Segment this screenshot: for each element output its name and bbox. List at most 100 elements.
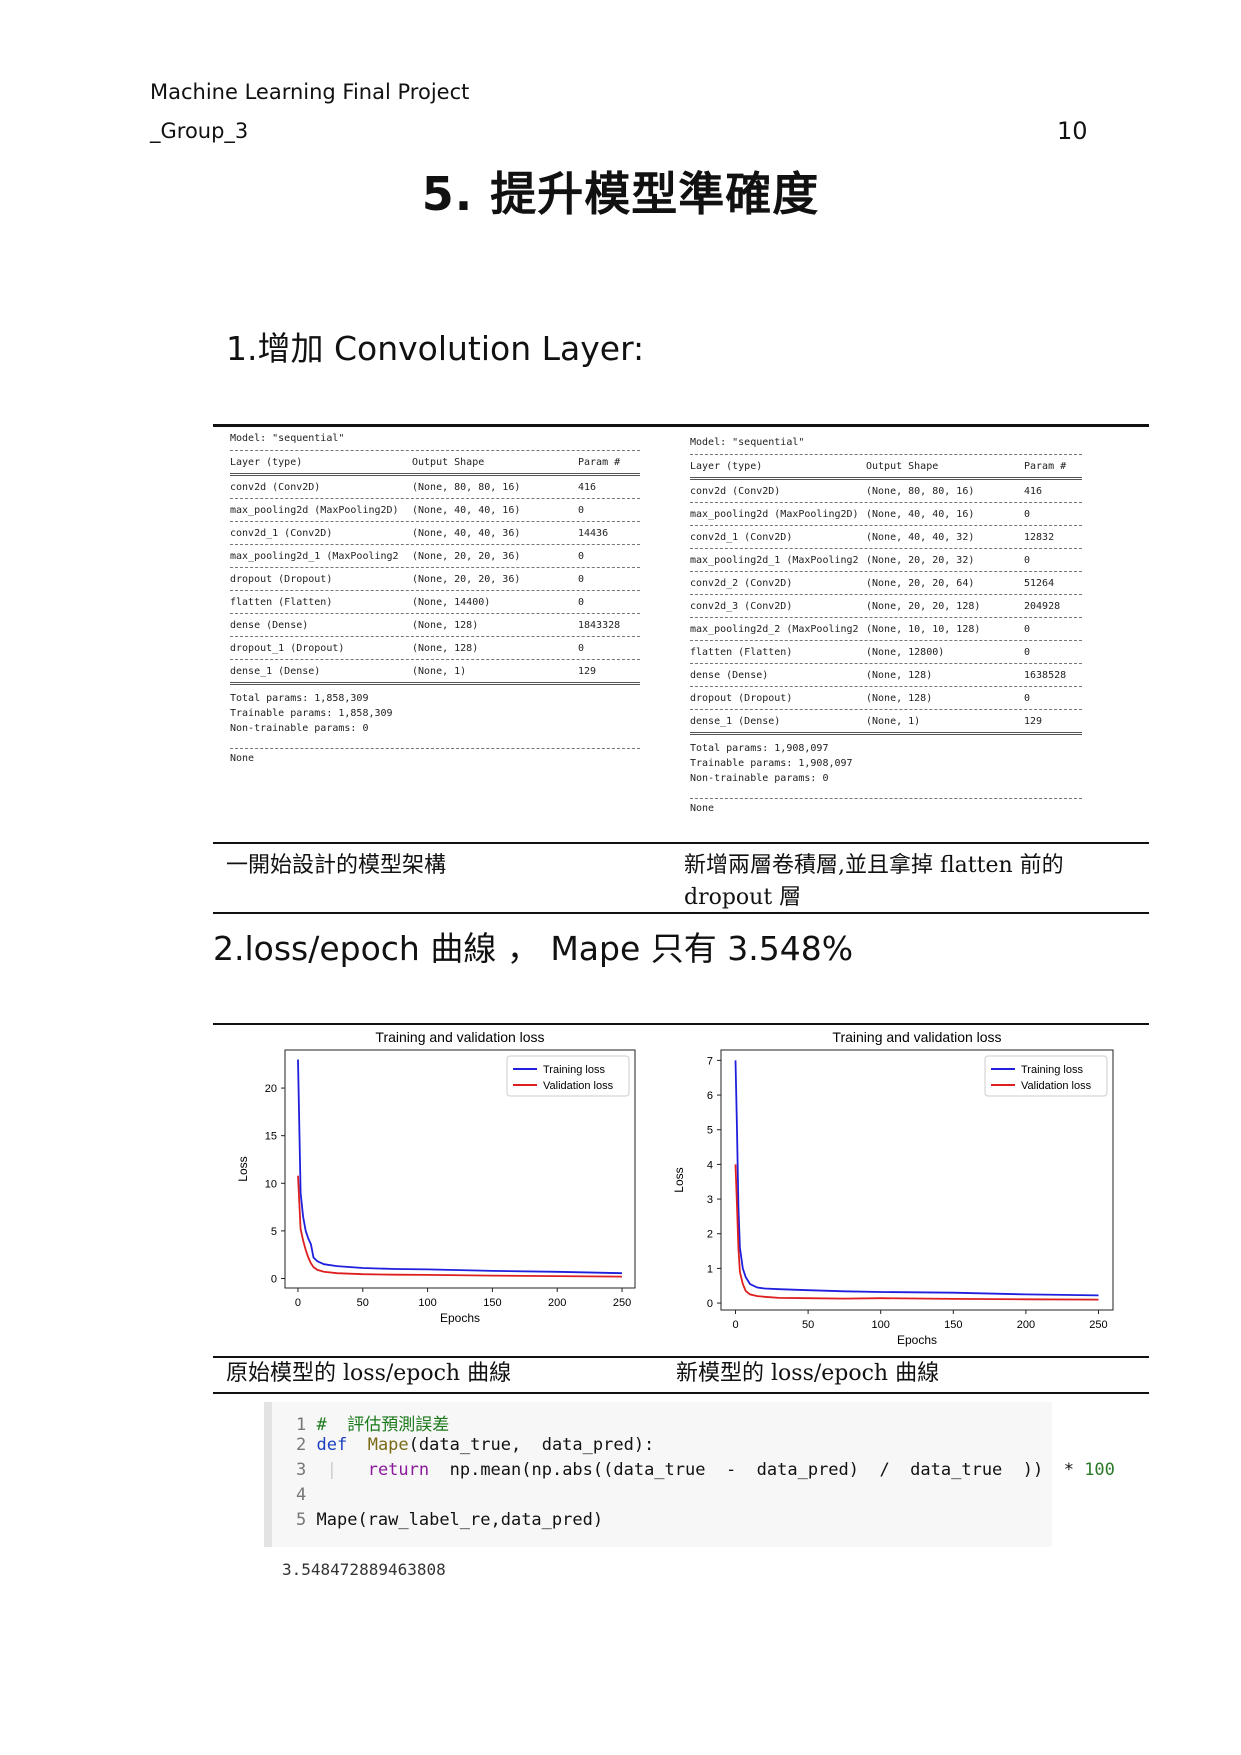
model-cell: dropout (Dropout) [230, 574, 333, 585]
model-cell: 416 [578, 482, 597, 493]
model-params: Total params: 1,858,309 Trainable params:… [230, 682, 640, 736]
model-cell: (None, 40, 40, 32) [866, 532, 975, 543]
model-layer-row: dropout (Dropout) (None, 128) 0 [690, 686, 1082, 709]
legend-label: Training loss [1021, 1064, 1083, 1076]
model-params: Total params: 1,908,097 Trainable params:… [690, 732, 1082, 786]
x-axis-label: Epochs [897, 1333, 937, 1347]
model-header-cell: Output Shape [412, 457, 485, 468]
model-layer-row: conv2d (Conv2D) (None, 80, 80, 16) 416 [230, 476, 640, 498]
model-header-cell: Layer (type) [230, 457, 303, 468]
model-cell: 204928 [1024, 601, 1061, 612]
model-cell: 14436 [578, 528, 609, 539]
model-cell: dropout_1 (Dropout) [230, 643, 345, 654]
y-axis-label: Loss [236, 1156, 250, 1181]
y-tick-label: 15 [265, 1131, 277, 1143]
model-cell: 12832 [1024, 532, 1055, 543]
y-tick-label: 5 [271, 1226, 277, 1238]
code-line-3: 3 | return np.mean(np.abs((data_true - d… [296, 1460, 1115, 1480]
model-cell: 0 [1024, 624, 1031, 635]
model-cell: (None, 20, 20, 36) [412, 574, 521, 585]
x-tick-label: 100 [418, 1297, 436, 1309]
model-cell: (None, 1) [866, 716, 921, 727]
model-cell: (None, 14400) [412, 597, 491, 608]
model-cell: (None, 128) [866, 693, 933, 704]
model-cell: dense (Dense) [690, 670, 769, 681]
model-title: Model: "sequential" [230, 433, 345, 444]
y-tick-label: 10 [265, 1178, 277, 1190]
model-cell: max_pooling2d (MaxPooling2D) [230, 505, 399, 516]
section-2-heading: 2.loss/epoch 曲線 ， Mape 只有 3.548% [213, 929, 854, 968]
model-cell: flatten (Flatten) [230, 597, 333, 608]
y-tick-label: 2 [707, 1229, 713, 1241]
model-layer-row: flatten (Flatten) (None, 14400) 0 [230, 590, 640, 613]
series-line-training-loss [734, 1060, 1099, 1297]
model-cell: (None, 80, 80, 16) [866, 486, 975, 497]
model-cell: max_pooling2d (MaxPooling2D) [690, 509, 859, 520]
header-line-2: _Group_3 [150, 119, 249, 143]
model-cell: 51264 [1024, 578, 1055, 589]
model-param-line: Total params: 1,908,097 [690, 743, 829, 754]
model-cell: 0 [578, 551, 585, 562]
model-layer-row: dense_1 (Dense) (None, 1) 129 [230, 659, 640, 682]
x-tick-label: 50 [357, 1297, 369, 1309]
y-tick-label: 20 [265, 1083, 277, 1095]
model-cell: (None, 80, 80, 16) [412, 482, 521, 493]
page-number: 10 [1057, 117, 1088, 145]
model-cell: flatten (Flatten) [690, 647, 793, 658]
model-cell: dense_1 (Dense) [230, 666, 321, 677]
plot-frame [720, 1049, 1114, 1311]
model-cell: dense_1 (Dense) [690, 716, 781, 727]
code-line-2: 2 def Mape(data_true, data_pred): [296, 1435, 655, 1455]
model-layer-row: max_pooling2d (MaxPooling2D) (None, 40, 4… [690, 502, 1082, 525]
x-tick-label: 0 [732, 1319, 738, 1331]
model-cell: conv2d_3 (Conv2D) [690, 601, 793, 612]
model-param-line: Non-trainable params: 0 [690, 773, 829, 784]
model-param-line: Non-trainable params: 0 [230, 723, 369, 734]
model-cell: (None, 20, 20, 32) [866, 555, 975, 566]
caption-chart-new: 新模型的 loss/epoch 曲線 [676, 1361, 940, 1386]
x-tick-label: 200 [548, 1297, 566, 1309]
section-1-heading: 1.增加 Convolution Layer: [226, 329, 645, 368]
model-layer-row: max_pooling2d (MaxPooling2D) (None, 40, 4… [230, 498, 640, 521]
model-layer-row: dropout_1 (Dropout) (None, 128) 0 [230, 636, 640, 659]
model-cell: conv2d_1 (Conv2D) [690, 532, 793, 543]
model-header-row: Layer (type) Output Shape Param # [690, 454, 1082, 480]
model-cell: (None, 128) [866, 670, 933, 681]
model-title: Model: "sequential" [690, 437, 805, 448]
model-cell: (None, 128) [412, 643, 479, 654]
model-layer-row: dense_1 (Dense) (None, 1) 129 [690, 709, 1082, 732]
x-tick-label: 0 [295, 1297, 301, 1309]
model-cell: 0 [1024, 555, 1031, 566]
legend-label: Validation loss [543, 1080, 614, 1092]
series-line-validation-loss [297, 1175, 623, 1278]
y-tick-label: 1 [707, 1263, 713, 1275]
x-tick-label: 50 [802, 1319, 814, 1331]
y-tick-label: 4 [707, 1159, 713, 1171]
table-1-top-rule [213, 424, 1149, 427]
model-header-row: Layer (type) Output Shape Param # [230, 450, 640, 476]
table-1-mid-rule [213, 842, 1149, 844]
model-cell: conv2d_1 (Conv2D) [230, 528, 333, 539]
model-layer-row: conv2d_1 (Conv2D) (None, 40, 40, 36) 14436 [230, 521, 640, 544]
model-layer-row: conv2d_3 (Conv2D) (None, 20, 20, 128) 2049… [690, 594, 1082, 617]
x-tick-label: 150 [944, 1319, 962, 1331]
model-cell: 1843328 [578, 620, 621, 631]
model-cell: (None, 1) [412, 666, 467, 677]
model-summary-left: Model: "sequential" Layer (type) Output Sh… [230, 428, 640, 764]
y-axis-label: Loss [672, 1167, 686, 1192]
legend-box [506, 1055, 630, 1097]
y-tick-label: 0 [707, 1298, 713, 1310]
model-header-cell: Param # [1024, 461, 1067, 472]
model-param-line: Total params: 1,858,309 [230, 693, 369, 704]
x-tick-label: 100 [872, 1319, 890, 1331]
model-layer-row: conv2d_2 (Conv2D) (None, 20, 20, 64) 51264 [690, 571, 1082, 594]
model-cell: (None, 40, 40, 16) [866, 509, 975, 520]
model-header-cell: Output Shape [866, 461, 939, 472]
model-layer-row: max_pooling2d_1 (MaxPooling2 (None, 20, 2… [230, 544, 640, 567]
model-cell: 0 [578, 597, 585, 608]
model-cell: 0 [1024, 693, 1031, 704]
model-cell: conv2d (Conv2D) [230, 482, 321, 493]
x-tick-label: 150 [483, 1297, 501, 1309]
model-layer-row: max_pooling2d_1 (MaxPooling2 (None, 20, 2… [690, 548, 1082, 571]
model-cell: max_pooling2d_2 (MaxPooling2 [690, 624, 859, 635]
